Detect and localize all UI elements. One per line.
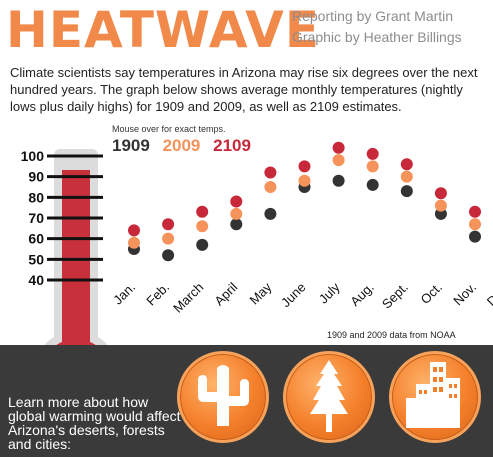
data-point-2009-5[interactable]: 2009 June: 88 [298, 174, 311, 187]
data-point-1909-7[interactable]: 1909 Aug.: 86 [366, 178, 379, 191]
data-point-1909-2[interactable]: 1909 March: 57 [196, 238, 209, 251]
desert-button[interactable] [177, 351, 269, 443]
credit-graphic: Graphic by Heather Billings [292, 29, 462, 45]
x-tick-label-1: Feb. [143, 280, 172, 309]
data-point-2009-3[interactable]: 2009 April: 72 [230, 207, 243, 220]
data-point-1909-8[interactable]: 1909 Sept.: 83 [400, 185, 413, 198]
forest-button[interactable] [283, 351, 375, 443]
credit-reporting: Reporting by Grant Martin [292, 8, 454, 24]
legend-2009: 2009 [162, 136, 201, 155]
data-point-2009-8[interactable]: 2009 Sept.: 90 [400, 170, 413, 183]
data-point-2109-1[interactable]: 2109 Feb.: 67 [162, 218, 175, 231]
legend-2109: 2109 [213, 136, 251, 155]
x-tick-label-6: July [316, 279, 343, 306]
x-tick-label-4: May [247, 279, 275, 307]
x-tick-label-3: April [211, 279, 240, 308]
data-point-1909-10[interactable]: 1909 Nov.: 61 [469, 230, 481, 243]
page-title: HEATWAVE [6, 1, 320, 59]
data-point-2109-5[interactable]: 2109 June: 95 [298, 160, 311, 173]
x-tick-label-11: Dec. [484, 280, 493, 310]
y-tick-label-60: 60 [28, 231, 44, 247]
legend-1909: 1909 [112, 136, 150, 155]
x-tick-label-9: Oct. [418, 280, 445, 307]
thermometer-icon [44, 149, 108, 345]
data-point-2109-4[interactable]: 2109 May: 92 [264, 166, 277, 179]
y-tick-label-90: 90 [28, 169, 44, 185]
source-note: 1909 and 2009 data from NOAA [327, 330, 456, 340]
x-tick-label-2: March [170, 280, 206, 316]
data-point-2109-7[interactable]: 2109 Aug.: 101 [366, 147, 379, 160]
y-tick-label-80: 80 [28, 189, 44, 205]
data-point-2009-6[interactable]: 2009 July: 98 [332, 154, 345, 167]
city-button[interactable] [389, 351, 481, 443]
x-tick-label-0: Jan. [110, 280, 138, 308]
cactus-icon [198, 365, 249, 426]
x-tick-label-7: Aug. [347, 280, 377, 310]
data-point-2009-4[interactable]: 2009 May: 85 [264, 181, 277, 193]
data-point-2109-6[interactable]: 2109 July: 104 [332, 141, 345, 154]
data-point-1909-6[interactable]: 1909 July: 88 [332, 174, 345, 187]
data-point-2009-0[interactable]: 2009 Jan.: 58 [128, 236, 140, 249]
data-point-2009-9[interactable]: 2009 Oct.: 76 [434, 199, 447, 212]
data-point-2009-1[interactable]: 2009 Feb.: 60 [162, 232, 175, 245]
data-point-2009-7[interactable]: 2009 Aug.: 95 [366, 160, 379, 173]
data-point-2009-2[interactable]: 2009 March: 66 [196, 220, 209, 233]
x-tick-label-5: June [278, 280, 309, 311]
y-tick-label-100: 100 [21, 148, 45, 164]
x-tick-label-10: Nov. [450, 280, 479, 309]
tree-icon [310, 360, 348, 432]
data-point-1909-1[interactable]: 1909 Feb.: 52 [162, 249, 175, 262]
data-point-2109-3[interactable]: 2109 April: 78 [230, 195, 243, 208]
data-point-2109-2[interactable]: 2109 March: 73 [196, 205, 209, 218]
y-tick-label-70: 70 [28, 210, 44, 226]
data-point-1909-3[interactable]: 1909 April: 67 [230, 218, 243, 231]
data-point-2109-0[interactable]: 2109 Jan.: 64 [128, 224, 140, 237]
hover-hint: Mouse over for exact temps. [112, 124, 226, 134]
x-tick-label-8: Sept. [379, 280, 411, 312]
data-point-2109-9[interactable]: 2109 Oct.: 82 [434, 187, 447, 200]
data-point-2009-10[interactable]: 2009 Nov.: 67 [469, 218, 481, 231]
data-point-2109-10[interactable]: 2109 Nov.: 73 [469, 205, 481, 218]
temperature-chart: 40 50 60 70 80 90 100 Jan. Feb.March April May Jun… [21, 141, 493, 345]
data-point-1909-9[interactable]: 1909 Oct.: 72 [434, 207, 447, 220]
footer-text: Learn more about how global warming woul… [8, 394, 181, 452]
y-tick-label-40: 40 [28, 272, 44, 288]
intro-text: Climate scientists say temperatures in A… [10, 65, 478, 114]
legend: 1909 2009 2109 [112, 136, 259, 156]
data-point-2109-8[interactable]: 2109 Sept.: 96 [400, 158, 413, 171]
y-tick-label-50: 50 [28, 251, 44, 267]
data-point-1909-4[interactable]: 1909 May: 72 [264, 207, 277, 220]
city-buildings-icon [406, 362, 460, 428]
